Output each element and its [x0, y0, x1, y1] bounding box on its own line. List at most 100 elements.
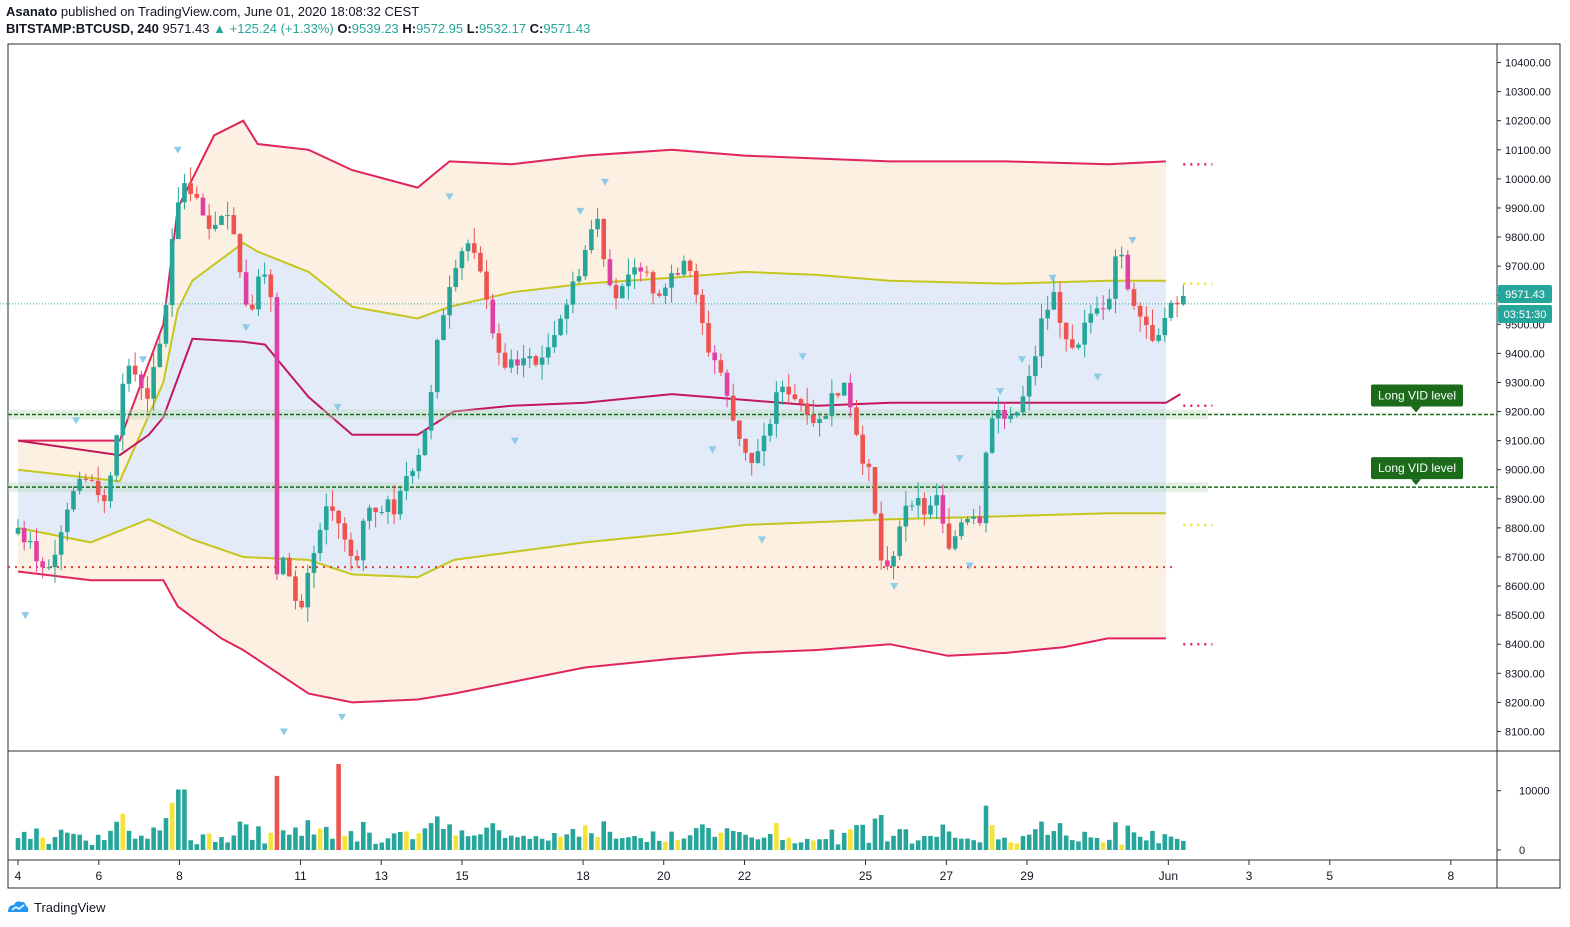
last-price: 9571.43: [162, 21, 210, 36]
volume-bar: [798, 842, 804, 850]
candle-body: [478, 252, 483, 272]
volume-bar: [989, 825, 995, 850]
candle-body: [21, 528, 27, 543]
candle-body: [860, 434, 865, 464]
volume-bar: [219, 837, 224, 850]
volume-bar: [946, 831, 952, 850]
candle-body: [71, 490, 76, 510]
candle-body: [582, 250, 588, 277]
volume-bar: [132, 838, 138, 850]
volume-bar: [1162, 834, 1168, 850]
volume-bar: [323, 826, 329, 850]
candle-body: [977, 516, 983, 524]
candle-body: [922, 498, 927, 515]
tradingview-logo-icon: [8, 901, 29, 912]
y-tick-label: 8700.00: [1505, 552, 1545, 564]
candle-body: [508, 359, 514, 368]
candle-body: [804, 403, 810, 415]
volume-bar: [934, 836, 939, 850]
candle-body: [194, 193, 200, 198]
x-tick-label: 8: [1447, 869, 1454, 883]
candle-body: [780, 386, 785, 393]
volume-bar: [669, 831, 674, 850]
candle-body: [545, 347, 551, 358]
candle-body: [1137, 305, 1143, 317]
y-tick-label: 8800.00: [1505, 523, 1545, 535]
candle-body: [1063, 322, 1069, 340]
candle-body: [878, 513, 884, 561]
volume-bar: [126, 830, 132, 850]
volume-bar: [983, 805, 989, 850]
volume-bar: [262, 843, 267, 850]
volume-bar: [1144, 840, 1149, 850]
volume-bar: [607, 831, 613, 850]
candle-body: [959, 522, 964, 537]
price-badge: 9571.43: [1498, 285, 1552, 303]
candle-body: [743, 438, 748, 453]
candle-body: [280, 557, 286, 575]
volume-bar: [761, 837, 767, 850]
candle-body: [169, 239, 175, 306]
volume-bar: [774, 822, 779, 850]
candle-body: [965, 518, 970, 523]
volume-bar: [120, 813, 126, 850]
candle-body: [1020, 396, 1026, 413]
candle-body: [323, 506, 329, 530]
candle-body: [1033, 356, 1038, 377]
ohlc-line: BITSTAMP:BTCUSD, 240 9571.43 ▲ +125.24 (…: [6, 21, 590, 36]
signal-triangle-icon: [1128, 236, 1137, 244]
candle-body: [422, 430, 428, 456]
candle-body: [1045, 309, 1050, 319]
candle-body: [453, 268, 459, 287]
candle-body: [996, 409, 1001, 419]
candle-body: [342, 523, 348, 540]
volume-bar: [940, 824, 946, 850]
candle-body: [1008, 415, 1013, 419]
volume-bar: [188, 840, 193, 850]
candle-body: [934, 495, 939, 506]
candle-body: [126, 365, 132, 384]
candle-body: [952, 536, 958, 549]
volume-bar: [626, 837, 631, 850]
candle-body: [348, 539, 354, 556]
volume-bar: [1100, 842, 1106, 850]
volume-bar: [336, 764, 341, 850]
volume-bar: [767, 834, 773, 850]
volume-bar: [693, 828, 699, 850]
candle-body: [669, 273, 674, 288]
volume-bar: [1181, 840, 1186, 850]
candle-body: [410, 471, 415, 477]
candle-body: [515, 359, 520, 366]
volume-bar: [1008, 842, 1013, 850]
vid-callout-box: [1371, 384, 1463, 407]
volume-bar: [545, 840, 551, 850]
countdown-badge-text: 03:51:30: [1504, 309, 1547, 321]
volume-bar: [891, 835, 896, 850]
volume-bar: [681, 838, 687, 850]
candle-body: [656, 293, 662, 296]
y-tick-label: 10300.00: [1505, 87, 1551, 99]
signal-triangle-icon: [798, 353, 807, 361]
volume-bar: [465, 836, 471, 850]
volume-bar: [89, 844, 95, 850]
volume-bar: [213, 841, 218, 850]
candle-body: [262, 274, 267, 277]
candle-body: [293, 576, 298, 601]
volume-bar: [1168, 836, 1174, 850]
candle-body: [65, 509, 70, 533]
candle-body: [576, 276, 582, 282]
volume-bar: [675, 840, 681, 850]
candle-body: [1156, 335, 1161, 341]
volume-bar: [589, 833, 594, 850]
candle-body: [1113, 256, 1118, 299]
volume-bar: [638, 838, 644, 850]
y-tick-label: 10200.00: [1505, 116, 1551, 128]
candle-body: [1057, 291, 1063, 323]
candle-body: [552, 335, 557, 348]
volume-bar: [200, 834, 206, 850]
signal-triangle-icon: [138, 356, 147, 364]
y-tick-label: 8900.00: [1505, 494, 1545, 506]
volume-bar: [206, 833, 212, 850]
volume-bar: [663, 841, 668, 850]
